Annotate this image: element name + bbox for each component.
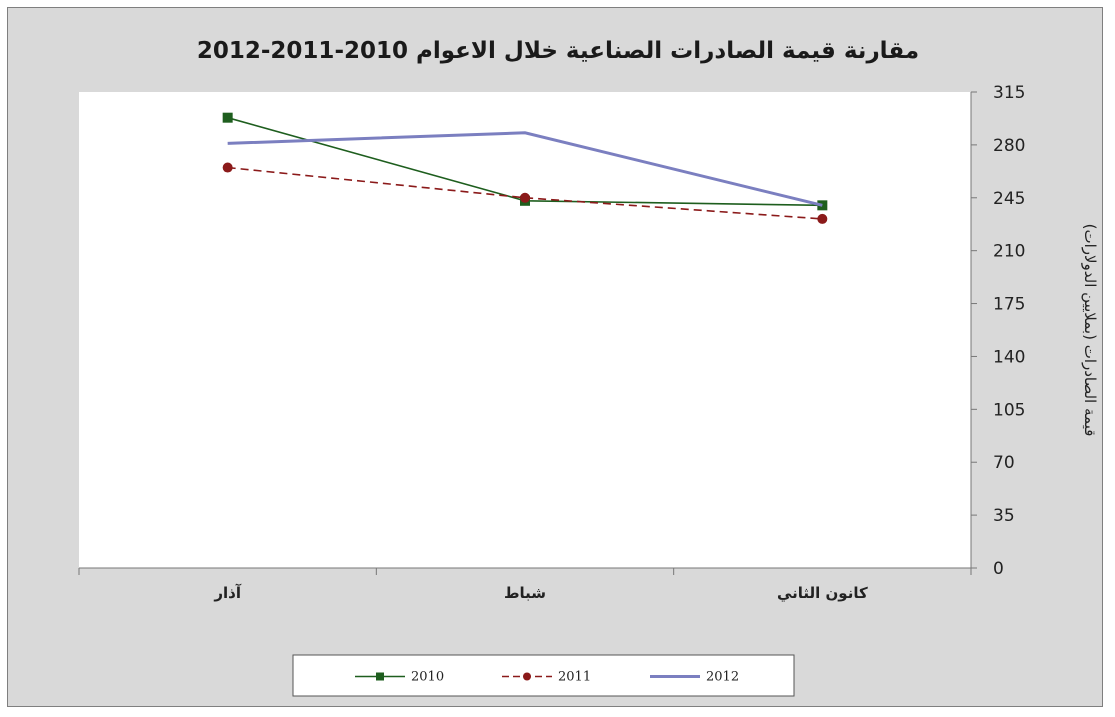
legend-marker-2011: [523, 672, 531, 681]
x-category-label: كانون الثاني: [777, 584, 868, 602]
legend-label-2012: 2012: [706, 670, 739, 685]
legend-marker-2010: [376, 672, 384, 681]
y-tick-label: 245: [993, 189, 1025, 209]
series-line-2012: [227, 131, 823, 207]
data-point-2011: [520, 192, 530, 203]
y-tick-label: 0: [993, 559, 1004, 579]
y-tick-label: 105: [993, 400, 1025, 420]
legend-label-2011: 2011: [558, 670, 591, 685]
y-axis-title: قيمة الصادرات (بملايين الدولارات): [1081, 224, 1099, 437]
chart-title: مقارنة قيمة الصادرات الصناعية خلال الاعو…: [196, 38, 920, 64]
data-point-2010: [222, 112, 233, 123]
legend-label-2010: 2010: [411, 670, 444, 685]
y-tick-label: 315: [993, 83, 1025, 103]
plot-area: [79, 92, 971, 568]
y-tick-label: 140: [993, 347, 1025, 367]
y-tick-label: 280: [993, 136, 1025, 156]
data-point-2011: [222, 162, 233, 173]
data-point-2011: [817, 213, 828, 224]
series-line-2011: [227, 166, 823, 220]
y-tick-label: 70: [993, 453, 1015, 473]
y-tick-label: 210: [993, 242, 1025, 262]
x-category-label: آذار: [213, 584, 241, 602]
y-tick-label: 35: [993, 506, 1015, 526]
y-tick-label: 175: [993, 295, 1025, 315]
x-category-label: شباط: [504, 584, 546, 602]
